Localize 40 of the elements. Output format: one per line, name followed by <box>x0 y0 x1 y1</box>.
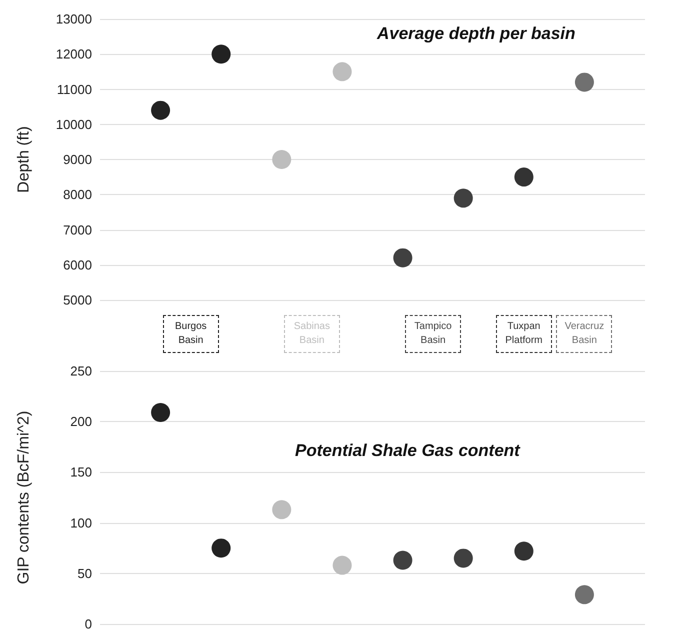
point <box>574 585 594 604</box>
text: Potential Shale Gas content <box>295 441 522 460</box>
point <box>514 542 534 561</box>
y-tick-label: 50 <box>78 566 92 581</box>
y-tick-label: 0 <box>84 616 92 631</box>
text: Tampico Basin <box>405 315 462 353</box>
text: Veracruz Basin <box>556 315 612 353</box>
text: Tuxpan Platform <box>496 315 552 353</box>
point <box>574 72 594 92</box>
point <box>332 556 352 575</box>
point <box>151 402 170 422</box>
y-tick-label: 10000 <box>56 116 92 132</box>
y-tick-label: 12000 <box>56 46 92 62</box>
y-tick-label: 5000 <box>63 292 92 308</box>
y-tick-label: 9000 <box>63 152 92 167</box>
point <box>212 538 231 558</box>
chart-title: Average depth per basin <box>376 24 576 43</box>
y-tick-label: 100 <box>70 515 92 530</box>
point <box>454 548 473 568</box>
point <box>454 188 473 208</box>
point <box>393 550 412 570</box>
point <box>151 100 170 120</box>
y-axis-title: GIP contents (BcF/mi^2) <box>16 410 32 584</box>
point <box>272 150 292 169</box>
point <box>272 500 292 520</box>
y-tick-label: 13000 <box>56 12 92 26</box>
y-tick-label: 7000 <box>63 222 92 238</box>
point <box>514 168 534 187</box>
y-tick-label: 6000 <box>63 257 92 272</box>
y-tick-label: 250 <box>70 364 92 378</box>
y-tick-label: 200 <box>70 414 92 430</box>
y-tick-label: 8000 <box>63 187 92 202</box>
point <box>332 62 352 82</box>
y-tick-label: 150 <box>70 464 92 480</box>
text: Sabinas Basin <box>284 315 340 353</box>
y-axis-title: Depth (ft) <box>16 126 32 193</box>
point <box>393 248 412 268</box>
text: Burgos Basin <box>162 315 219 353</box>
point <box>212 44 231 64</box>
y-tick-label: 11000 <box>56 82 92 97</box>
